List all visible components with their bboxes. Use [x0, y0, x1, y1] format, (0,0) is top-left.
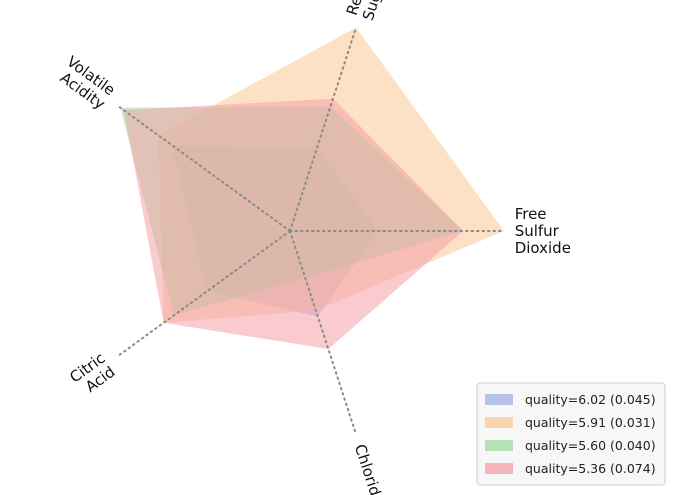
- axis-label-3: CitricAcid: [66, 349, 118, 400]
- axis-label-4-line-0: Chlorides: [351, 442, 390, 495]
- legend-label-3: quality=5.36 (0.074): [525, 461, 656, 476]
- legend-label-2: quality=5.60 (0.040): [525, 438, 656, 453]
- grid-spoke-2: [115, 104, 291, 232]
- legend-label-0: quality=6.02 (0.045): [525, 392, 656, 407]
- axis-label-0: Free Sulfur Dioxide: [515, 205, 571, 257]
- axis-label-0-line-0: Free: [515, 205, 547, 223]
- grid-spoke-3: [115, 230, 291, 358]
- legend-frame: [476, 382, 666, 486]
- radial-grid: [115, 26, 505, 436]
- legend-swatch-1: [485, 417, 513, 428]
- axis-label-0-line-1: Sulfur: [515, 222, 560, 240]
- series-polygons: [120, 27, 504, 349]
- series-polygon-3: [123, 98, 464, 349]
- grid-spoke-1: [289, 26, 358, 232]
- legend-swatch-0: [485, 394, 513, 405]
- legend-label-1: quality=5.91 (0.031): [525, 415, 656, 430]
- axis-label-1-line-1: Sugar: [359, 0, 390, 23]
- axis-label-1: ResidualSugar: [343, 0, 396, 23]
- axis-label-0-line-2: Dioxide: [515, 239, 571, 257]
- axis-label-4: Chlorides: [351, 442, 390, 495]
- grid-spoke-4: [289, 230, 358, 436]
- legend-swatch-3: [485, 463, 513, 474]
- legend-swatch-2: [485, 440, 513, 451]
- legend: quality=6.02 (0.045) quality=5.91 (0.031…: [476, 382, 666, 486]
- axis-label-2: VolatileAcidity: [53, 52, 118, 113]
